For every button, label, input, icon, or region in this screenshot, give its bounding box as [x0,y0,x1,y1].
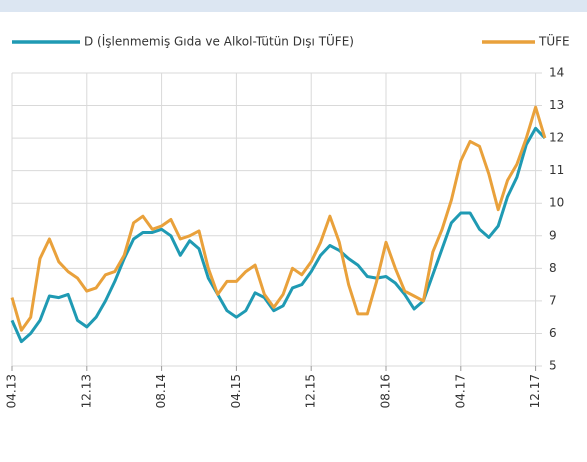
y-tick-label: 10 [549,196,564,210]
y-tick-label: 13 [549,98,564,112]
y-tick-label: 8 [549,261,557,275]
x-tick-label: 04.17 [453,374,467,408]
series-line [10,105,547,332]
y-tick-label: 11 [549,163,564,177]
legend-label: TÜFE [538,33,570,49]
series-line [10,126,546,344]
x-tick-label: 04.15 [229,374,243,408]
x-tick-label: 08.14 [154,374,168,408]
legend-label: D (İşlenmemiş Gıda ve Alkol-Tütün Dışı T… [84,33,354,49]
x-tick-label: 12.17 [528,374,542,408]
x-tick-label: 12.15 [304,374,318,408]
y-tick-label: 9 [549,228,557,242]
y-tick-label: 7 [549,293,557,307]
x-tick-label: 04.13 [5,374,19,408]
top-band [0,0,587,12]
x-tick-label: 08.16 [379,374,393,408]
y-tick-label: 5 [549,359,557,373]
y-tick-label: 6 [549,326,557,340]
x-tick-label: 12.13 [79,374,93,408]
y-tick-label: 12 [549,131,564,145]
y-tick-label: 14 [549,66,564,80]
